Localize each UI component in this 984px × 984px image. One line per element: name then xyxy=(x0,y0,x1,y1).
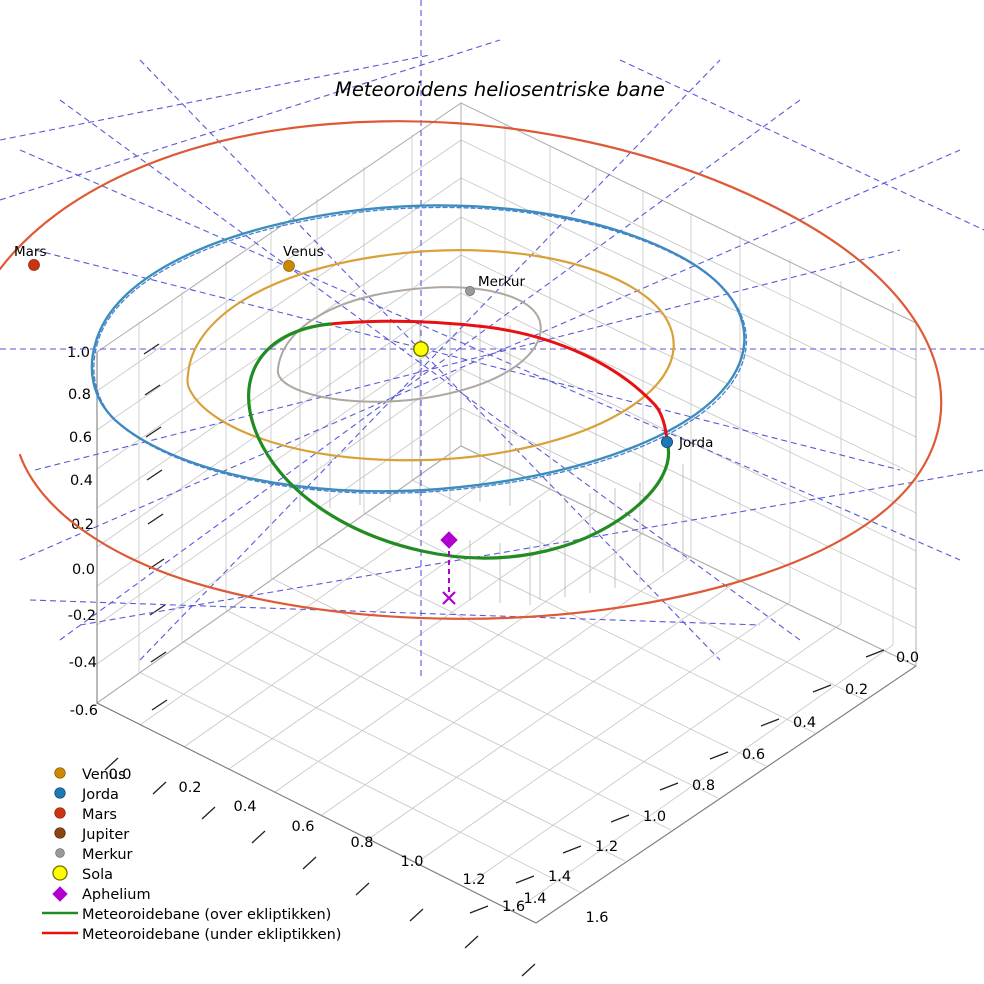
marker-mars xyxy=(28,259,40,271)
x-axis-ticks: 0.0 0.2 0.4 0.6 0.8 1.0 1.2 1.4 1.6 xyxy=(104,757,609,977)
y-axis-ticks: 0.0 0.2 0.4 0.6 0.8 1.0 1.2 1.4 1.6 xyxy=(469,649,919,915)
x-tick-1: 0.2 xyxy=(178,780,201,796)
y-tick-0: 0.0 xyxy=(896,650,919,666)
axis-spines xyxy=(96,352,917,924)
marker-merkur xyxy=(465,286,475,296)
y-tick-1: 0.2 xyxy=(845,682,868,698)
y-tick-4: 0.8 xyxy=(692,778,715,794)
x-tick-6: 1.2 xyxy=(462,872,485,888)
x-tick-4: 0.8 xyxy=(350,835,373,851)
jorda-orbit xyxy=(90,204,746,493)
merkur-orbit xyxy=(276,286,542,403)
x-tick-3: 0.6 xyxy=(291,819,314,835)
y-tick-2: 0.4 xyxy=(793,715,816,731)
z-tick-4: 0.2 xyxy=(71,517,94,533)
aphelium-group xyxy=(440,531,458,605)
x-tick-5: 1.0 xyxy=(400,854,423,870)
jorda-orbit-dash xyxy=(93,206,747,494)
label-merkur: Merkur xyxy=(478,274,525,290)
aphelium-projection-x-marker xyxy=(442,591,456,605)
label-jorda: Jorda xyxy=(678,435,713,451)
label-venus: Venus xyxy=(283,244,324,260)
z-axis-ticks: 1.0 0.8 0.6 0.4 0.2 0.0 -0.2 -0.4 -0.6 xyxy=(67,343,168,719)
z-tick-1: 0.8 xyxy=(68,387,91,403)
y-tick-6: 1.2 xyxy=(595,839,618,855)
aphelium-diamond-marker xyxy=(440,531,458,549)
z-tick-3: 0.4 xyxy=(70,473,93,489)
axes-panes xyxy=(96,102,917,924)
marker-venus xyxy=(283,260,295,272)
meteoroid-droplines xyxy=(299,322,684,605)
z-tick-5: 0.0 xyxy=(72,562,95,578)
y-tick-7: 1.4 xyxy=(548,869,571,885)
x-tick-0: 0.0 xyxy=(108,767,131,783)
y-tick-8: 1.6 xyxy=(502,899,525,915)
marker-sola xyxy=(413,341,429,357)
z-tick-8: -0.6 xyxy=(70,703,98,719)
venus-orbit xyxy=(186,249,675,462)
meteoroid-orbit-under xyxy=(328,319,669,444)
y-axis-spine xyxy=(535,665,917,924)
meteoroid-orbit-over xyxy=(247,322,671,560)
label-mars: Mars xyxy=(14,244,47,260)
x-tick-7: 1.4 xyxy=(523,891,546,907)
z-tick-2: 0.6 xyxy=(69,430,92,446)
y-tick-5: 1.0 xyxy=(643,809,666,825)
x-tick-8: 1.6 xyxy=(585,910,608,926)
z-tick-6: -0.2 xyxy=(68,608,96,624)
floor-grid xyxy=(96,445,917,924)
planet-markers: Mars Venus Merkur Jorda xyxy=(14,244,713,451)
z-tick-0: 1.0 xyxy=(67,345,90,361)
ecliptic-reference-lines xyxy=(0,0,984,680)
x-axis-spine xyxy=(96,702,537,924)
y-tick-3: 0.6 xyxy=(742,747,765,763)
right-wall-grid xyxy=(460,102,917,667)
marker-jorda xyxy=(661,435,674,448)
x-tick-2: 0.4 xyxy=(233,799,256,815)
z-tick-7: -0.4 xyxy=(69,655,97,671)
mars-orbit xyxy=(0,120,943,620)
page-title: Meteoroidens heliosentriske bane xyxy=(335,78,665,101)
